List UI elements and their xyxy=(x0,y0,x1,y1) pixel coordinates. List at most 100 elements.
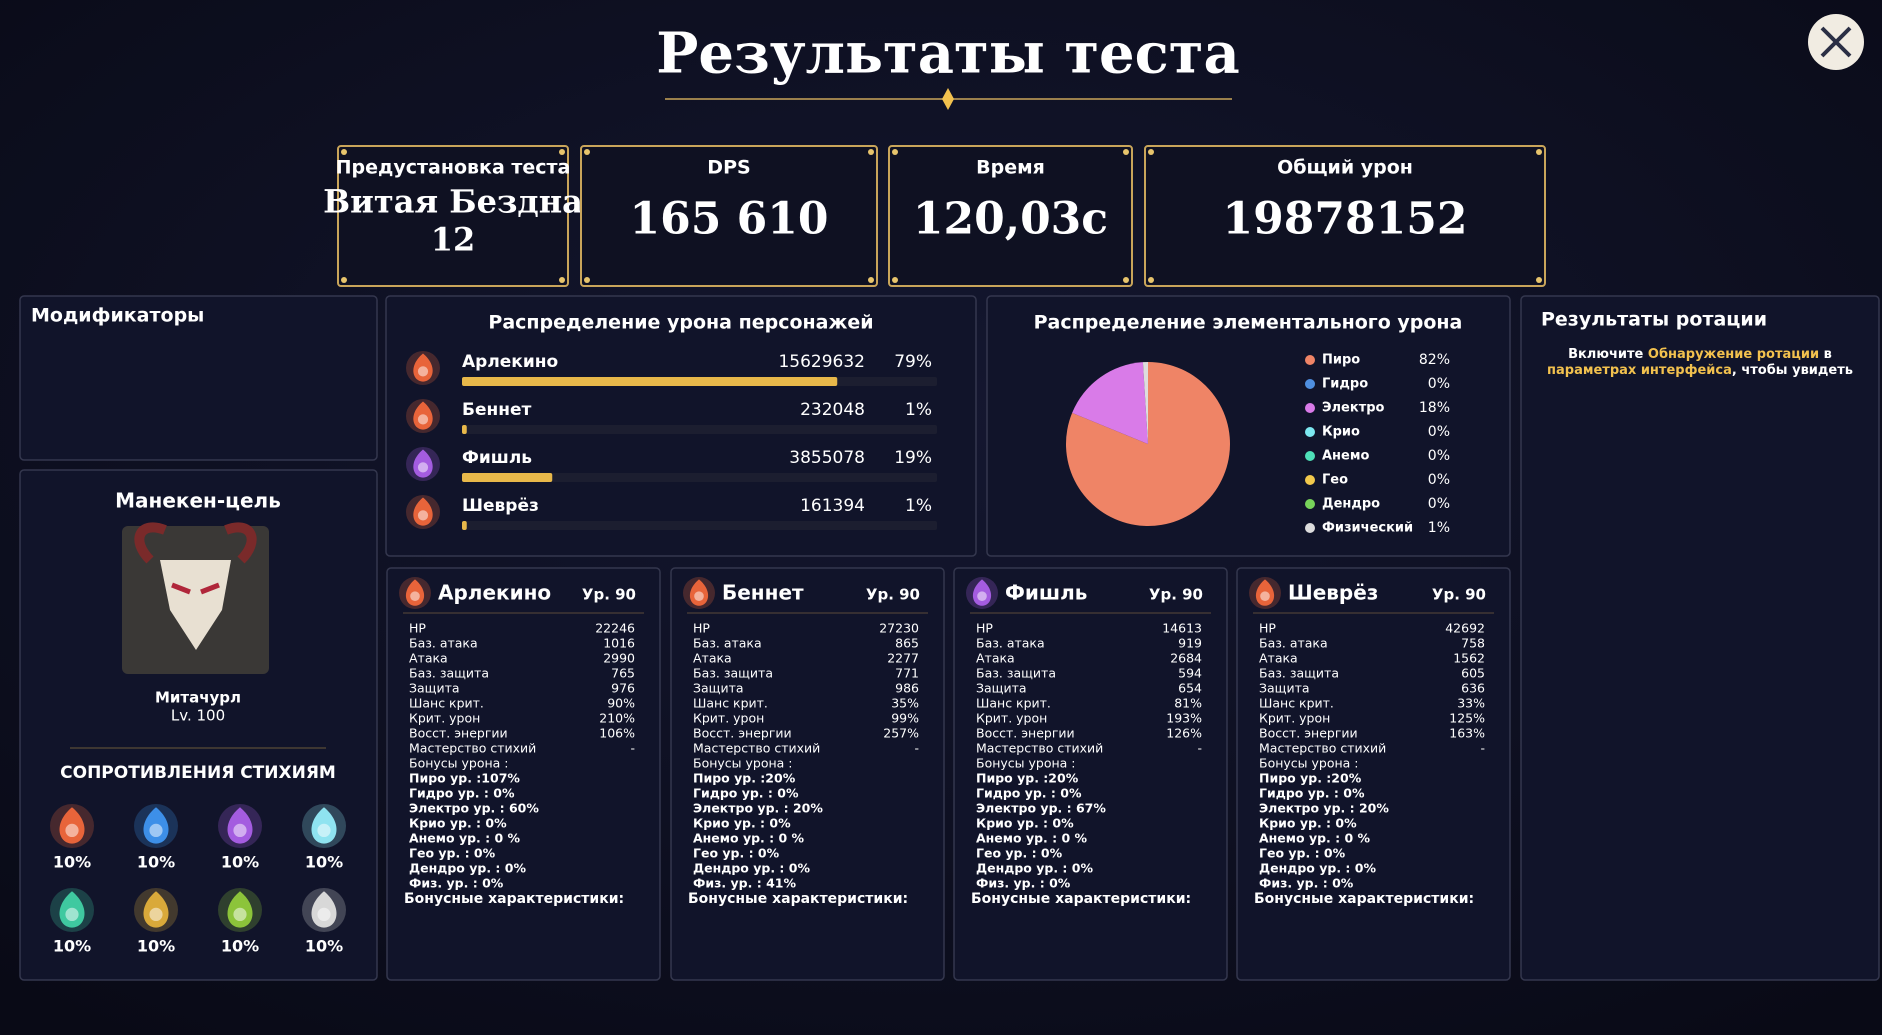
character-name: Беннет xyxy=(722,581,804,605)
stat-value: - xyxy=(914,741,919,756)
stat-value: 2277 xyxy=(887,651,919,666)
resistance-value: 10% xyxy=(53,937,91,956)
resistance-value: 10% xyxy=(305,937,343,956)
icon-core xyxy=(417,462,429,473)
legend-name: Крио xyxy=(1322,425,1360,440)
stat-value: - xyxy=(630,741,635,756)
card-corner xyxy=(1536,277,1542,283)
damage-bar xyxy=(462,377,838,386)
character-level: Ур. 90 xyxy=(1149,586,1203,604)
stat-label: Шанс крит. xyxy=(1259,696,1334,711)
stat-value: 42692 xyxy=(1445,621,1485,636)
icon-core xyxy=(233,907,247,922)
stat-value: 125% xyxy=(1449,711,1485,726)
stat-value: 33% xyxy=(1457,696,1485,711)
bonus-line: Дендро ур. : 0% xyxy=(976,861,1093,876)
stat-value: 2684 xyxy=(1170,651,1202,666)
stat-value: 27230 xyxy=(879,621,919,636)
stat-label: Восст. энергии xyxy=(409,726,508,741)
character-card xyxy=(953,567,1228,981)
stat-label: Мастерство стихий xyxy=(409,741,536,756)
bonus-line: Дендро ур. : 0% xyxy=(409,861,526,876)
bonus-line: Анемо ур. : 0 % xyxy=(1259,831,1371,846)
icon-core xyxy=(410,591,420,601)
icon-core xyxy=(65,907,79,922)
legend-value: 0% xyxy=(1428,448,1450,464)
character-name: Беннет xyxy=(462,400,532,420)
character-icon xyxy=(406,447,440,481)
damage-bar xyxy=(462,425,467,434)
legend-value: 0% xyxy=(1428,424,1450,440)
resistance-icon xyxy=(50,888,94,932)
character-level: Ур. 90 xyxy=(1432,586,1486,604)
stat-value: 765 xyxy=(611,666,635,681)
page-title: Результаты теста xyxy=(656,21,1240,87)
card-corner xyxy=(341,277,347,283)
bonus-line: Физ. ур. : 0% xyxy=(976,876,1071,891)
resistance-value: 10% xyxy=(53,853,91,872)
legend-value: 1% xyxy=(1428,520,1450,536)
icon-core xyxy=(233,823,247,838)
bonus-line: Крио ур. : 0% xyxy=(1259,816,1357,831)
legend-dot xyxy=(1305,499,1315,509)
extra-title: Бонусные характеристики: xyxy=(404,891,624,907)
stat-label: Восст. энергии xyxy=(693,726,792,741)
bonus-line: Гео ур. : 0% xyxy=(976,846,1063,861)
summary-value: 12 xyxy=(431,221,476,259)
damage-percent: 1% xyxy=(905,496,932,516)
bonus-line: Гео ур. : 0% xyxy=(693,846,780,861)
bonus-line: Гидро ур. : 0% xyxy=(409,786,515,801)
legend-name: Анемо xyxy=(1322,449,1369,464)
stat-label: HP xyxy=(693,621,710,636)
resistance-value: 10% xyxy=(137,853,175,872)
stat-label: Восст. энергии xyxy=(976,726,1075,741)
pie-slice xyxy=(1142,362,1148,444)
icon-core xyxy=(149,823,163,838)
character-name: Арлекино xyxy=(462,352,558,372)
character-name: Шеврёз xyxy=(1288,581,1378,605)
legend-dot xyxy=(1305,379,1315,389)
panel-title: Результаты ротации xyxy=(1541,309,1767,331)
stat-label: Атака xyxy=(409,651,448,666)
legend-value: 0% xyxy=(1428,376,1450,392)
stat-value: 193% xyxy=(1166,711,1202,726)
stat-label: Крит. урон xyxy=(1259,711,1330,726)
close-button[interactable] xyxy=(1808,14,1864,70)
stat-value: 35% xyxy=(891,696,919,711)
resistance-value: 10% xyxy=(221,853,259,872)
stat-value: 771 xyxy=(895,666,919,681)
resistance-icon xyxy=(218,888,262,932)
bonus-line: Гео ур. : 0% xyxy=(1259,846,1346,861)
bonus-line: Физ. ур. : 0% xyxy=(1259,876,1354,891)
bonus-line: Крио ур. : 0% xyxy=(693,816,791,831)
character-name: Фишль xyxy=(462,448,532,468)
bonus-line: Пиро ур. :20% xyxy=(976,771,1079,786)
character-icon xyxy=(683,577,715,609)
resistance-value: 10% xyxy=(137,937,175,956)
stat-label: Атака xyxy=(693,651,732,666)
card-corner xyxy=(584,277,590,283)
stat-label: Крит. урон xyxy=(693,711,764,726)
icon-core xyxy=(65,823,79,838)
stat-label: Баз. атака xyxy=(693,636,762,651)
damage-value: 232048 xyxy=(800,400,865,420)
panel-title: Распределение элементального урона xyxy=(1034,312,1463,334)
bonus-line: Анемо ур. : 0 % xyxy=(409,831,521,846)
stat-value: 865 xyxy=(895,636,919,651)
title-ornament xyxy=(665,88,1232,110)
stat-label: Баз. защита xyxy=(1259,666,1339,681)
summary-value: Витая Бездна xyxy=(323,183,583,221)
message-part: в xyxy=(1819,347,1832,362)
legend-value: 18% xyxy=(1419,400,1450,416)
rotation-message: Включите Обнаружение ротации в xyxy=(1568,347,1832,362)
stat-value: 81% xyxy=(1174,696,1202,711)
stat-label: Мастерство стихий xyxy=(693,741,820,756)
summary-label: Предустановка теста xyxy=(336,157,571,179)
bonus-line: Анемо ур. : 0 % xyxy=(693,831,805,846)
character-icon xyxy=(406,351,440,385)
bonus-line: Анемо ур. : 0 % xyxy=(976,831,1088,846)
character-icon xyxy=(406,495,440,529)
stat-value: 257% xyxy=(883,726,919,741)
summary-value: 165 610 xyxy=(629,194,828,245)
